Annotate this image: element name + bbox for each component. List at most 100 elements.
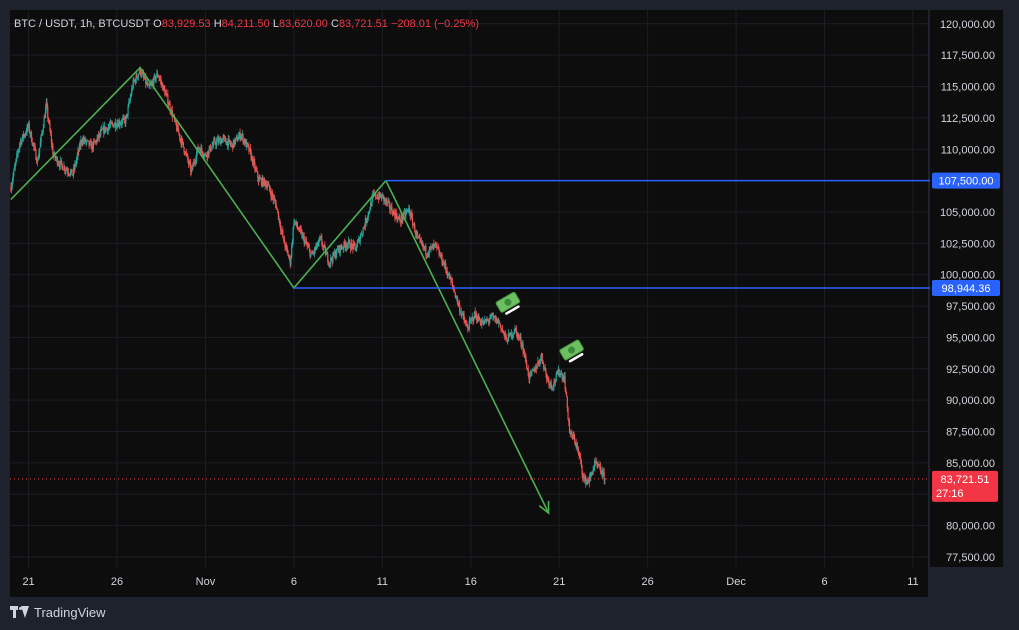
candle-body xyxy=(287,250,289,256)
candle-body xyxy=(299,227,301,231)
candle-body xyxy=(358,237,361,243)
candle-body xyxy=(389,208,392,210)
candle-body xyxy=(577,448,579,454)
candle-body xyxy=(137,74,139,78)
candle-body xyxy=(391,206,393,213)
candle-body xyxy=(107,127,109,132)
candle-body xyxy=(277,211,280,220)
candle-body xyxy=(179,133,181,139)
candle-body xyxy=(357,240,359,243)
candle-body xyxy=(518,337,521,339)
open-value: 83,929.53 xyxy=(162,18,214,30)
candle-body xyxy=(48,121,50,124)
candle-body xyxy=(85,141,87,143)
candle-body xyxy=(125,117,127,124)
candle-body xyxy=(471,317,473,319)
candle-body xyxy=(112,124,114,128)
candle-body xyxy=(567,407,569,419)
candle-body xyxy=(379,192,381,197)
price-tick-label: 100,000.00 xyxy=(940,270,995,282)
candle-body xyxy=(50,134,53,144)
candle-body xyxy=(452,284,454,288)
candle-body xyxy=(181,139,183,145)
candle-body xyxy=(552,386,554,389)
candle-body xyxy=(67,170,69,173)
candle-body xyxy=(128,100,131,103)
candle-body xyxy=(550,381,552,386)
tradingview-logo[interactable]: TradingView xyxy=(10,602,106,622)
candle-body xyxy=(409,214,411,218)
candle-body xyxy=(126,113,128,116)
candle-body xyxy=(254,162,256,170)
candle-body xyxy=(469,320,471,322)
candle-body xyxy=(25,132,27,134)
candle-body xyxy=(492,315,494,317)
candle-body xyxy=(341,247,344,249)
candle-body xyxy=(400,221,402,223)
candle-body xyxy=(324,245,326,248)
candle-body xyxy=(268,184,271,190)
candle-body xyxy=(310,252,313,254)
candle-body xyxy=(386,201,389,204)
candle-body xyxy=(113,125,115,128)
candle-body xyxy=(260,178,262,180)
candle-body xyxy=(313,247,316,253)
candle-body xyxy=(77,150,79,156)
candle-body xyxy=(180,138,182,145)
candle-body xyxy=(494,316,496,322)
candle-body xyxy=(61,161,63,165)
time-axis-pane xyxy=(10,567,928,597)
candle-body xyxy=(12,175,14,181)
candle-body xyxy=(525,356,527,364)
candle-body xyxy=(520,336,522,344)
candle-body xyxy=(477,315,479,322)
candle-body xyxy=(343,241,345,249)
candle-body xyxy=(549,384,551,385)
candle-body xyxy=(504,334,507,337)
candle-body xyxy=(544,367,546,370)
price-tick-label: 110,000.00 xyxy=(941,144,995,156)
candle-body xyxy=(417,235,419,237)
drawings: 107,500.00 98,944.36 xyxy=(10,66,1000,515)
candle-body xyxy=(535,367,537,370)
candle-body xyxy=(460,311,462,316)
candle-body xyxy=(451,281,453,285)
candle-body xyxy=(29,131,31,134)
candle-body xyxy=(182,141,184,148)
candle-body xyxy=(172,115,174,118)
candle-body xyxy=(258,178,260,182)
last-price-label: 83,721.51 xyxy=(941,474,990,486)
candle-body xyxy=(224,136,226,138)
candle-body xyxy=(429,247,431,248)
candle-body xyxy=(216,138,218,141)
candle-body xyxy=(100,130,102,135)
candle-body xyxy=(448,273,450,276)
candle-body xyxy=(103,126,105,134)
candle-body xyxy=(444,263,446,267)
candle-body xyxy=(120,123,122,125)
candle-body xyxy=(430,246,432,248)
candle-body xyxy=(342,247,344,249)
candle-body xyxy=(184,152,186,155)
candle-body xyxy=(155,77,157,81)
candle-body xyxy=(588,477,591,484)
candle-body xyxy=(198,148,200,149)
time-tick-label: 26 xyxy=(642,576,654,588)
candle-body xyxy=(111,123,114,125)
candle-body xyxy=(587,480,589,482)
candle-body xyxy=(397,216,400,219)
candle-body xyxy=(416,231,418,236)
candle-body xyxy=(561,373,563,380)
candle-body xyxy=(60,160,62,162)
candle-body xyxy=(274,198,276,201)
candle-body xyxy=(459,304,461,313)
candle-body xyxy=(232,139,235,149)
candle-body xyxy=(123,117,125,119)
candle-body xyxy=(10,186,12,191)
candle-body xyxy=(212,144,214,147)
candle-body xyxy=(384,198,386,202)
candle-body xyxy=(257,178,260,182)
candle-body xyxy=(217,138,219,143)
candle-body xyxy=(233,139,235,145)
